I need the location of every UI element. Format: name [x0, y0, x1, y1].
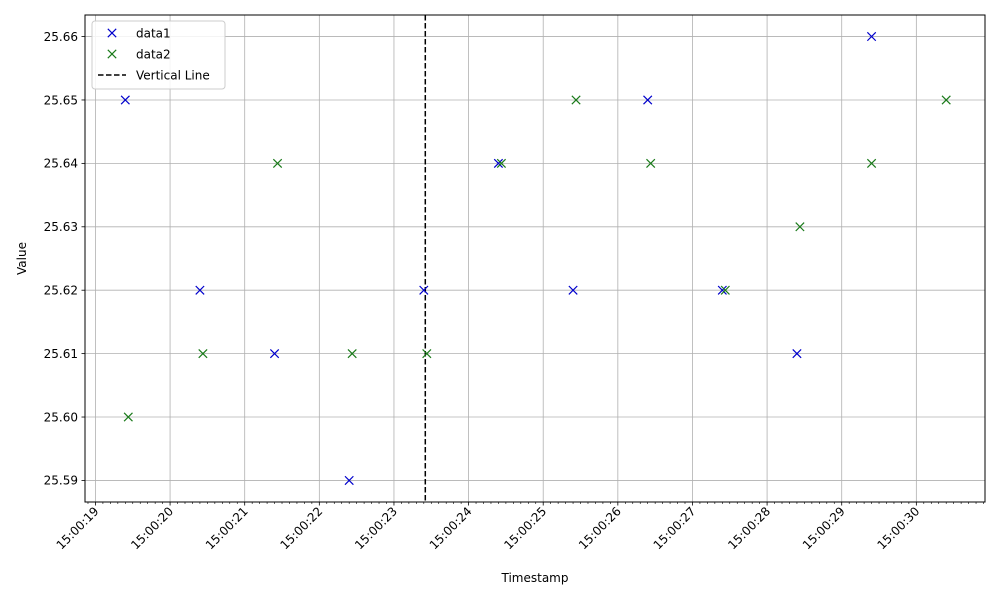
y-tick-label: 25.66 — [44, 30, 78, 44]
data-point-data1 — [717, 285, 727, 295]
data-point-data1 — [120, 95, 130, 105]
data-point-data2 — [866, 158, 877, 169]
data-point-data2 — [272, 158, 283, 169]
data-point-data2 — [198, 348, 208, 359]
data-point-data2 — [123, 412, 133, 422]
legend-label-data1: data1 — [136, 26, 171, 40]
data-point-data1 — [643, 95, 653, 105]
data-point-data2 — [571, 95, 581, 105]
data-point-data1 — [866, 31, 877, 42]
data-point-data1 — [419, 285, 429, 295]
y-tick-label: 25.60 — [44, 410, 78, 424]
data-points — [120, 31, 951, 486]
y-tick-label: 25.62 — [44, 284, 78, 298]
legend-box — [91, 20, 226, 90]
data-point-data1 — [344, 475, 354, 486]
data-point-data2 — [795, 222, 805, 232]
data-point-data2 — [646, 158, 656, 169]
y-tick-label: 25.63 — [44, 220, 78, 234]
data-point-data1 — [269, 348, 280, 359]
data-point-data2 — [422, 348, 432, 359]
legend-entry-vertical-line: Vertical Line — [98, 68, 210, 82]
data-point-data1 — [493, 158, 504, 169]
legend-marker-data2 — [107, 49, 117, 59]
legend-entry-data1: data1 — [107, 26, 171, 40]
legend: data1 data2 Vertical Line — [91, 20, 226, 90]
y-axis-ticks: 25.59 25.60 25.61 25.62 25.63 25.64 25.65 25.66 — [44, 30, 85, 488]
legend-label-data2: data2 — [136, 47, 171, 61]
plot-frame — [84, 14, 986, 503]
data-point-data1 — [568, 285, 578, 295]
y-tick-label: 25.61 — [44, 347, 78, 361]
y-tick-label: 25.64 — [44, 157, 78, 171]
legend-entry-data2: data2 — [107, 47, 171, 61]
y-tick-label: 25.65 — [44, 93, 78, 107]
y-axis-title: Value — [15, 242, 29, 275]
legend-marker-data1 — [107, 28, 117, 38]
data-point-data2 — [720, 285, 730, 295]
x-axis-title: Timestamp — [501, 571, 569, 585]
y-tick-label: 25.59 — [44, 474, 78, 488]
data-point-data2 — [347, 348, 357, 359]
data-point-data1 — [195, 285, 205, 295]
data-point-data2 — [496, 158, 507, 169]
legend-label-vertical-line: Vertical Line — [136, 68, 210, 82]
grid — [85, 15, 985, 502]
data-point-data1 — [792, 348, 802, 359]
data-point-data2 — [941, 95, 951, 105]
